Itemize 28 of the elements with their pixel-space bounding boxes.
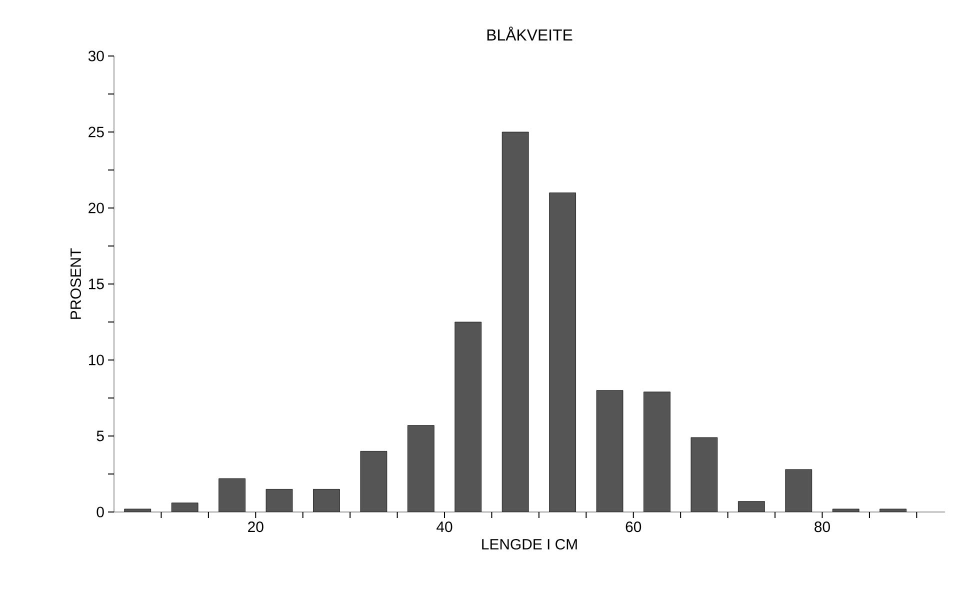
y-tick-label: 25 [88, 126, 104, 138]
y-tick-label: 5 [96, 430, 104, 442]
bar [313, 489, 340, 512]
bar [690, 438, 718, 512]
bar [454, 322, 482, 512]
y-tick-label: 20 [88, 202, 104, 214]
x-tick-label: 60 [626, 522, 642, 532]
y-tick-label: 15 [89, 278, 104, 290]
bar [172, 502, 198, 512]
y-tick-label: 0 [96, 506, 104, 518]
bar [738, 501, 765, 512]
y-tick-label: 30 [88, 50, 104, 62]
x-axis-title: LENGDE I CM [482, 538, 577, 550]
x-tick-label: 20 [248, 522, 264, 532]
bar [549, 192, 576, 512]
bar [218, 478, 246, 512]
bar [266, 489, 292, 512]
x-tick-label: 40 [436, 522, 452, 532]
y-axis-title: PROSENT [70, 248, 82, 319]
y-tick-label: 10 [89, 354, 104, 366]
bar [408, 425, 434, 512]
x-tick-label: 80 [814, 522, 830, 532]
bar [644, 392, 670, 512]
bar [785, 469, 812, 512]
chart-title: BLÅKVEITE [487, 26, 572, 40]
bar [502, 132, 529, 512]
bar [360, 451, 387, 512]
bar [596, 390, 623, 512]
